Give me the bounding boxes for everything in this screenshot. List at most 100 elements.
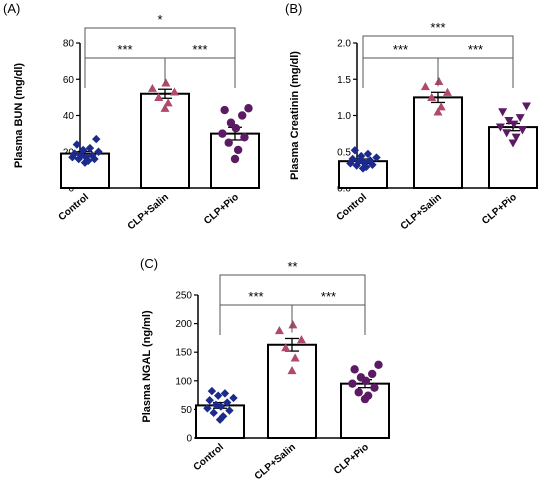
bar <box>340 382 390 440</box>
data-point <box>214 391 223 400</box>
data-point <box>517 126 527 135</box>
data-point <box>203 404 212 413</box>
significance-bracket <box>84 57 166 88</box>
y-tick-label: 2.0 <box>337 39 351 50</box>
data-point <box>92 134 101 144</box>
data-point <box>163 98 173 107</box>
data-point <box>220 389 230 398</box>
significance-label: * <box>157 12 162 27</box>
chart-panel-3: (C) 0 50 100 150 200 250 Plasma NGAL (ng/ml) Con… <box>140 256 390 482</box>
data-point <box>169 87 179 96</box>
data-point <box>522 102 531 111</box>
panel-label: (B) <box>285 1 302 16</box>
y-tick-label: 80 <box>63 39 75 50</box>
data-point <box>356 373 366 382</box>
data-point <box>498 108 508 117</box>
x-category-label: CLP+Pio <box>332 442 371 477</box>
data-point <box>74 154 83 164</box>
data-point <box>357 151 366 161</box>
data-point <box>211 400 221 410</box>
significance-label: *** <box>248 289 263 304</box>
y-tick-label: 150 <box>175 348 192 359</box>
data-point <box>207 386 217 396</box>
significance-bracket <box>84 27 236 58</box>
data-point <box>209 408 218 418</box>
data-point <box>68 152 77 162</box>
data-point <box>147 83 157 92</box>
data-point <box>442 87 452 96</box>
significance-label: *** <box>393 42 408 57</box>
y-tick-label: 60 <box>63 75 75 86</box>
significance-bracket <box>291 304 366 335</box>
data-point <box>224 138 233 147</box>
data-point <box>350 146 360 155</box>
data-point <box>511 133 521 142</box>
data-point <box>70 149 79 158</box>
data-point <box>88 151 97 160</box>
data-point <box>350 365 359 374</box>
y-axis-label: Plasma Creatinin (mg/dl) <box>289 51 301 180</box>
x-category-label: CLP+Salin <box>399 192 444 232</box>
significance-bracket <box>219 274 366 305</box>
y-tick-label: 40 <box>63 111 75 122</box>
data-point <box>160 103 170 112</box>
data-point <box>79 145 88 155</box>
panel-label: (C) <box>140 256 158 271</box>
y-tick-label: 100 <box>175 376 192 387</box>
data-point <box>72 140 82 149</box>
data-point <box>281 343 291 352</box>
y-tick-label: 0 <box>186 434 192 445</box>
data-point <box>502 129 512 138</box>
x-category-label: Control <box>335 192 369 223</box>
significance-label: *** <box>192 42 207 57</box>
data-point <box>223 398 232 407</box>
y-tick-label: 50 <box>181 405 193 416</box>
data-point <box>220 105 229 115</box>
data-point <box>354 388 363 397</box>
data-point <box>288 320 298 329</box>
data-point <box>420 82 430 91</box>
data-point <box>296 335 306 344</box>
x-category-label: CLP+Pio <box>480 192 519 227</box>
data-point <box>515 114 525 123</box>
data-point <box>508 139 518 148</box>
data-point <box>363 149 373 159</box>
data-point <box>368 369 377 379</box>
y-tick-label: 1.5 <box>337 75 351 86</box>
significance-bracket <box>164 57 236 88</box>
significance-label: *** <box>430 20 445 35</box>
data-point <box>290 353 300 362</box>
data-point <box>90 154 99 164</box>
data-point <box>436 102 446 111</box>
y-tick-label: 250 <box>175 291 192 302</box>
data-point <box>433 107 443 116</box>
x-category-label: CLP+Pio <box>202 192 241 227</box>
data-point <box>230 154 240 164</box>
data-point <box>374 360 383 369</box>
significance-bracket <box>362 35 514 66</box>
y-axis-label: Plasma BUN (mg/dl) <box>13 63 25 168</box>
data-point <box>348 154 357 164</box>
panel-label: (A) <box>3 1 20 16</box>
data-point <box>94 147 103 156</box>
x-category-label: Control <box>57 192 91 223</box>
data-point <box>274 325 284 335</box>
chart-panel-1: (A)020406080Plasma BUN (mg/dl)ControlCLP… <box>3 1 260 232</box>
data-point <box>161 78 171 87</box>
y-tick-label: 0.5 <box>337 147 351 158</box>
data-point <box>231 123 241 133</box>
significance-label: *** <box>321 289 336 304</box>
data-point <box>154 92 164 101</box>
data-point <box>76 151 86 160</box>
y-tick-label: 200 <box>175 319 192 330</box>
data-point <box>229 393 238 403</box>
data-point <box>366 156 375 165</box>
data-point <box>287 366 297 375</box>
significance-label: ** <box>287 259 297 274</box>
data-point <box>363 391 373 400</box>
data-point <box>85 143 95 153</box>
x-category-label: CLP+Salin <box>126 192 171 232</box>
data-point <box>240 133 249 142</box>
